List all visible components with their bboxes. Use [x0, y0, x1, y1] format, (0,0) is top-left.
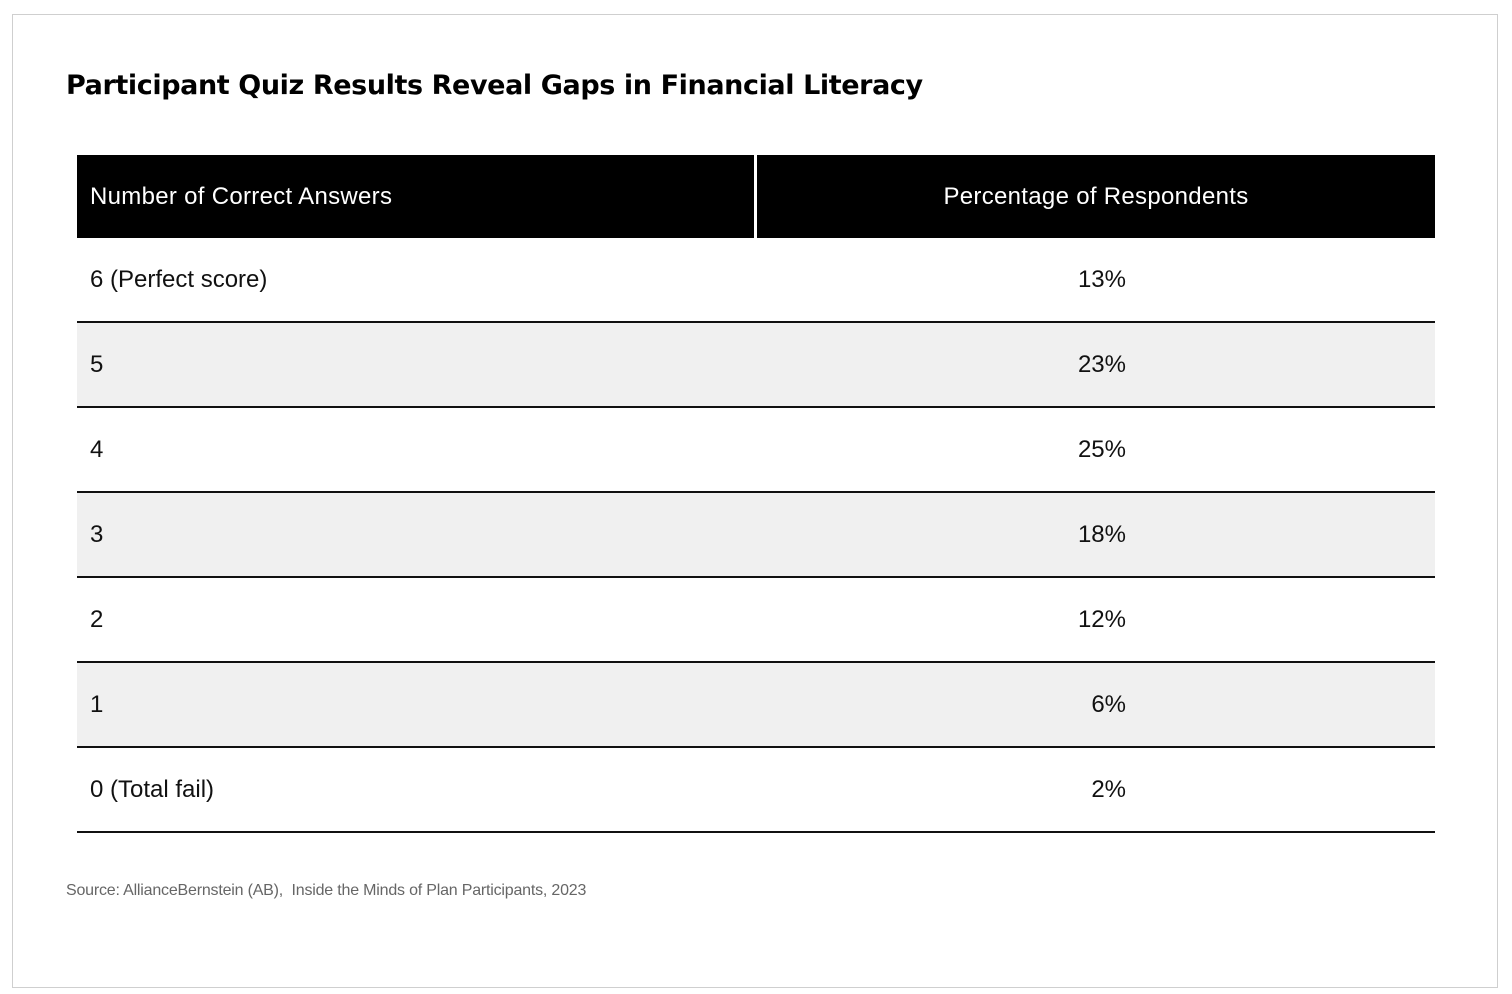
header-divider — [754, 155, 757, 238]
percentage-cell: 6% — [757, 663, 1435, 746]
table-row: 4 25% — [77, 408, 1435, 493]
correct-answers-cell: 3 — [90, 520, 104, 548]
percentage-value: 25% — [1077, 435, 1126, 463]
percentage-cell: 2% — [757, 748, 1435, 831]
percentage-cell: 12% — [757, 578, 1435, 661]
correct-answers-cell: 4 — [90, 435, 104, 463]
percentage-value: 13% — [1077, 265, 1126, 293]
chart-title: Participant Quiz Results Reveal Gaps in … — [66, 70, 923, 101]
source-note: Source: AllianceBernstein (AB), Inside t… — [66, 882, 587, 899]
percentage-value: 2% — [1091, 775, 1126, 803]
correct-answers-cell: 6 (Perfect score) — [90, 265, 268, 293]
percentage-value: 6% — [1091, 690, 1126, 718]
correct-answers-cell: 5 — [90, 350, 104, 378]
percentage-cell: 25% — [757, 408, 1435, 491]
percentage-cell: 23% — [757, 323, 1435, 406]
table-row: 1 6% — [77, 663, 1435, 748]
table-row: 2 12% — [77, 578, 1435, 663]
percentage-cell: 13% — [757, 238, 1435, 321]
table-row: 5 23% — [77, 323, 1435, 408]
correct-answers-cell: 0 (Total fail) — [90, 775, 215, 803]
column-header-percentage: Percentage of Respondents — [757, 155, 1435, 238]
table-row: 0 (Total fail) 2% — [77, 748, 1435, 833]
table-body: 6 (Perfect score) 13% 5 23% 4 25% 3 18% … — [77, 238, 1435, 833]
column-header-correct-answers: Number of Correct Answers — [77, 155, 754, 238]
correct-answers-cell: 1 — [90, 690, 104, 718]
table-header-row: Number of Correct Answers Percentage of … — [77, 155, 1435, 238]
percentage-value: 18% — [1077, 520, 1126, 548]
percentage-cell: 18% — [757, 493, 1435, 576]
percentage-value: 12% — [1077, 605, 1126, 633]
table-row: 3 18% — [77, 493, 1435, 578]
table-row: 6 (Perfect score) 13% — [77, 238, 1435, 323]
results-table: Number of Correct Answers Percentage of … — [77, 155, 1435, 833]
correct-answers-cell: 2 — [90, 605, 104, 633]
percentage-value: 23% — [1077, 350, 1126, 378]
